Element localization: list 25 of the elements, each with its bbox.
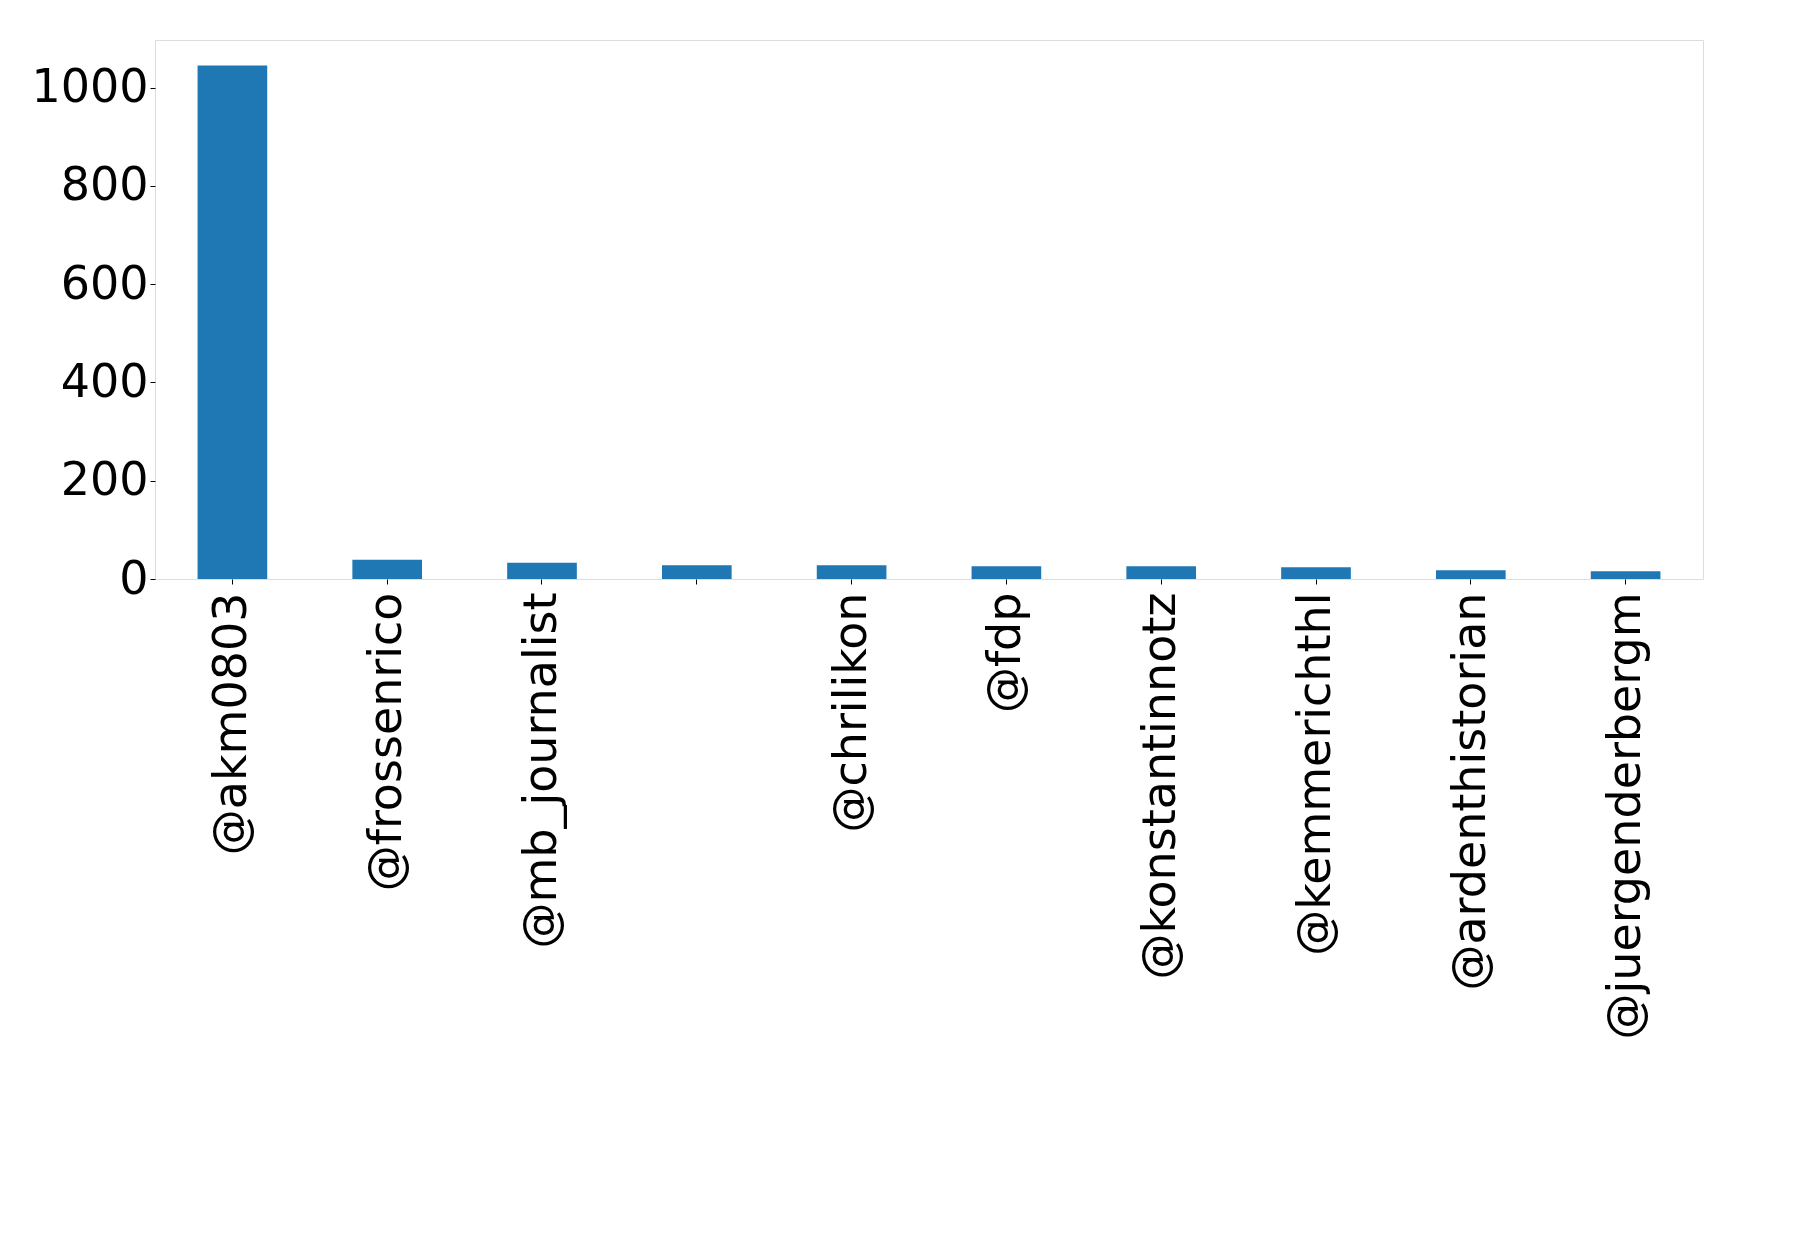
y-tick-label: 800 bbox=[60, 157, 149, 212]
x-tick-label: @mb_journalist bbox=[513, 592, 567, 949]
bar bbox=[816, 565, 887, 579]
y-tick-label: 200 bbox=[60, 452, 149, 507]
y-tick-label: 0 bbox=[119, 550, 149, 605]
x-tick-label: @fdp bbox=[977, 592, 1032, 714]
y-tick-label: 600 bbox=[60, 255, 149, 310]
bar bbox=[1126, 566, 1197, 579]
x-tick-label: @kemmerichthl bbox=[1287, 592, 1341, 956]
x-tick-label: @akm0803 bbox=[203, 592, 258, 856]
bar bbox=[352, 559, 423, 579]
x-tick-label: @ardenthistorian bbox=[1441, 592, 1496, 991]
y-tick-label: 1000 bbox=[31, 59, 149, 114]
x-tick-label: @juergenderbergm bbox=[1596, 592, 1651, 1040]
bar bbox=[507, 562, 577, 579]
bar bbox=[971, 566, 1042, 579]
x-tick-label: @konstantinnotz bbox=[1132, 592, 1187, 980]
bar bbox=[197, 65, 268, 579]
bar bbox=[661, 565, 732, 579]
y-tick-label: 400 bbox=[60, 353, 149, 408]
bar bbox=[1281, 567, 1351, 579]
bar bbox=[1435, 570, 1506, 579]
x-tick-label: @frossenrico bbox=[358, 592, 413, 892]
bar bbox=[1590, 571, 1661, 579]
x-tick-label: @chrilikon bbox=[822, 592, 877, 833]
